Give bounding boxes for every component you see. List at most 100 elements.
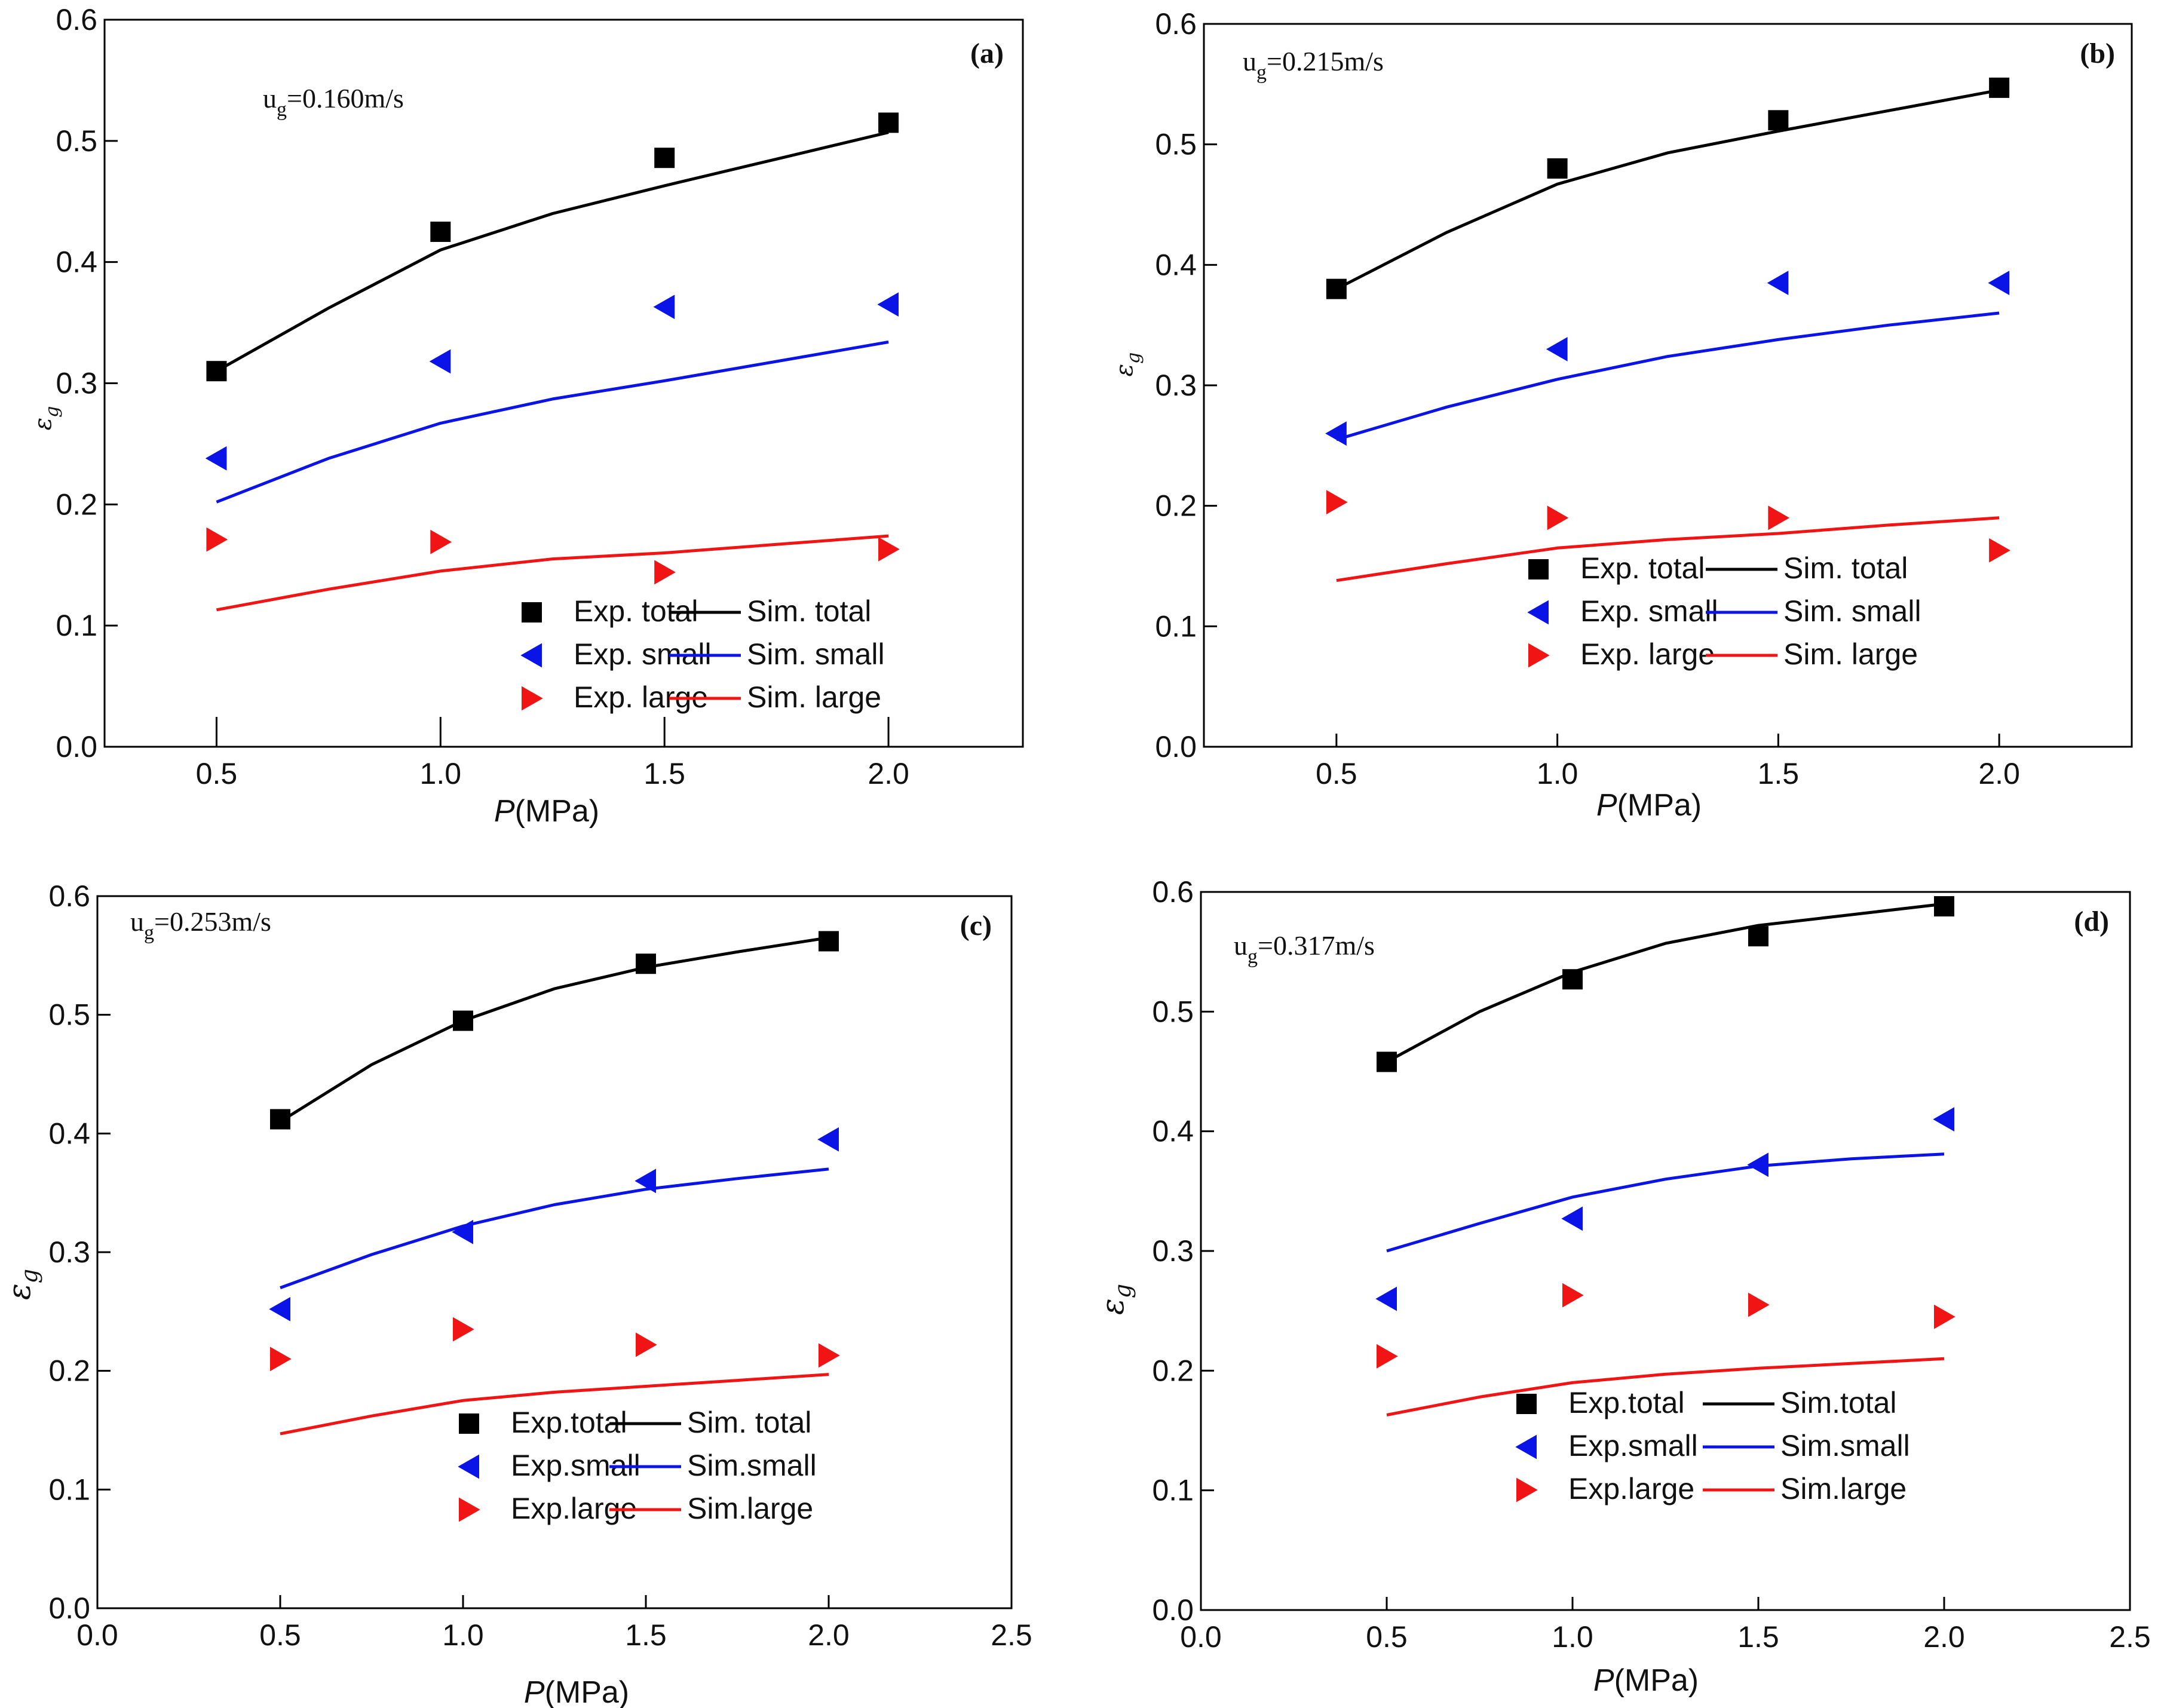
velocity-annotation: ug=0.317m/s (1234, 930, 1375, 968)
series-points-exp-small (1375, 1107, 1954, 1311)
legend-label: Sim.large (1780, 1472, 1907, 1505)
series-points-exp-large (206, 527, 900, 585)
x-tick-label: 1.0 (420, 757, 462, 790)
x-tick-label: 0.0 (76, 1618, 118, 1652)
series-points-exp-large (270, 1317, 840, 1372)
series-line-sim-total (1335, 88, 2000, 290)
y-tick-label: 0.2 (1155, 489, 1197, 523)
data-point-exp-large (1768, 505, 1790, 531)
series-points-exp-small (1325, 271, 2010, 446)
legend-marker (1527, 600, 1549, 625)
data-point-exp-small (1375, 1286, 1397, 1311)
y-axis-title-subscript: g (42, 406, 63, 418)
y-axis-title-symbol: ε (29, 418, 57, 430)
annotation-subscript: g (1248, 946, 1258, 968)
chart-panel-b: 0.0 0.1 0.2 0.3 0.4 0.5 0.6 0.5 1.0 1.5 2.0 P(MPa) ε… (1111, 7, 2133, 823)
y-tick-label: 0.6 (1155, 7, 1197, 41)
data-point-exp-total (1326, 278, 1347, 299)
x-tick-label: 2.0 (808, 1618, 850, 1652)
data-point-exp-large (1562, 1283, 1584, 1308)
data-point-exp-total (1989, 77, 2010, 98)
y-tick-label: 0.5 (56, 124, 97, 158)
chart-panel-a: 0.0 0.1 0.2 0.3 0.4 0.5 0.6 0.5 1.0 1.5 2.0 P(MPa) ε… (29, 3, 1024, 829)
legend-label: Exp. small (1580, 594, 1718, 628)
y-tick-label: 0.4 (48, 1117, 90, 1150)
legend-label: Sim. small (747, 637, 885, 671)
x-tick-label: 1.5 (1737, 1620, 1779, 1654)
data-point-exp-small (205, 446, 227, 471)
y-tick-label: 0.4 (56, 246, 97, 279)
series-line-sim-large (216, 534, 889, 612)
legend-label: Exp. total (1580, 551, 1705, 585)
x-tick-label: 0.0 (1180, 1620, 1222, 1654)
series-line-sim-total (279, 936, 829, 1123)
y-tick-label: 0.3 (56, 367, 97, 400)
x-axis-title-var: P (524, 1675, 545, 1708)
series-line-sim-small (216, 341, 889, 504)
data-point-exp-total (270, 1109, 290, 1130)
x-tick-label: 2.0 (1923, 1620, 1965, 1654)
y-axis-title-text: εg (29, 406, 63, 431)
annotation-symbol: u (1234, 930, 1248, 961)
series-points-exp-total (1326, 77, 2010, 299)
y-tick-label: 0.0 (56, 730, 97, 763)
legend-label: Sim. total (747, 594, 871, 628)
x-axis-title: P(MPa) (1596, 788, 1702, 823)
y-tick-label: 0.1 (56, 609, 97, 642)
series-points-exp-small (269, 1127, 839, 1321)
chart-panel-c: 0.0 0.1 0.2 0.3 0.4 0.5 0.6 0.0 0.5 1.0 1.5 2.0 2.5 P… (2, 879, 1032, 1708)
y-tick-label: 0.1 (48, 1473, 90, 1506)
data-point-exp-large (1547, 505, 1569, 531)
legend-label: Exp. large (1580, 637, 1715, 671)
series-points-exp-large (1377, 1283, 1955, 1369)
data-point-exp-large (453, 1317, 474, 1342)
legend-label: Exp.small (1568, 1429, 1698, 1462)
legend-label: Sim. small (1783, 594, 1921, 628)
data-point-exp-large (1748, 1292, 1770, 1317)
legend-marker (522, 686, 543, 711)
legend: Exp.total Exp.small Exp.large Sim.total Sim.… (1515, 1386, 1910, 1505)
panel-label: (d) (2074, 906, 2109, 937)
y-tick-label: 0.6 (1152, 875, 1194, 909)
series-line-sim-large (1336, 516, 2000, 582)
x-axis-title: P(MPa) (494, 794, 599, 829)
annotation-symbol: u (130, 906, 144, 937)
data-point-exp-small (877, 292, 899, 317)
data-point-exp-total (636, 953, 656, 974)
series-line-sim-large (280, 1373, 829, 1436)
panel-label: (b) (2080, 38, 2115, 69)
annotation-value: =0.215m/s (1267, 46, 1384, 76)
x-axis-title-unit: (MPa) (545, 1675, 630, 1708)
data-point-exp-total (819, 931, 839, 952)
series-line-sim-small (1386, 1152, 1945, 1253)
series-line-sim-large (1386, 1357, 1945, 1416)
data-point-exp-large (878, 536, 900, 562)
annotation-symbol: u (263, 83, 277, 114)
data-point-exp-small (635, 1169, 656, 1194)
x-tick-label: 2.5 (2109, 1620, 2151, 1654)
data-point-exp-total (1547, 158, 1568, 179)
x-tick-label: 0.5 (1366, 1620, 1408, 1654)
y-axis-title: εg (1095, 1284, 1136, 1315)
y-tick-label: 0.2 (1152, 1354, 1194, 1387)
legend-label: Sim.total (1780, 1386, 1897, 1419)
y-tick-label: 0.4 (1155, 248, 1197, 281)
x-axis-title-unit: (MPa) (1617, 788, 1702, 823)
x-tick-label: 2.0 (1978, 757, 2020, 790)
series-points-exp-total (206, 112, 899, 382)
x-tick-label: 2.5 (991, 1618, 1032, 1652)
annotation-value: =0.253m/s (154, 906, 271, 937)
x-tick-label: 1.5 (625, 1618, 667, 1652)
legend-label: Exp.total (1568, 1386, 1685, 1419)
y-tick-label: 0.5 (1155, 128, 1197, 161)
x-tick-label: 1.0 (1552, 1620, 1593, 1654)
y-tick-label: 0.5 (48, 998, 90, 1032)
data-point-exp-small (269, 1296, 290, 1321)
x-tick-label: 1.5 (643, 757, 685, 790)
x-axis-title: P(MPa) (524, 1675, 629, 1708)
y-tick-label: 0.3 (1152, 1234, 1194, 1268)
legend-label: Exp.large (1568, 1472, 1694, 1505)
x-tick-label: 1.5 (1758, 757, 1800, 790)
